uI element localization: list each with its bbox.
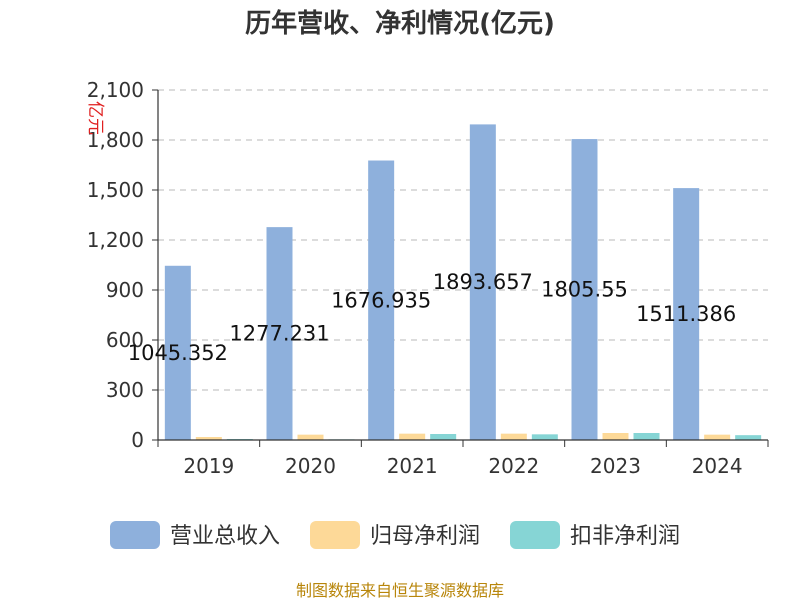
y-tick-label: 900 [106, 278, 144, 302]
data-label-revenue: 1045.352 [128, 341, 228, 365]
x-tick-labels: 2019 2020 2021 2022 2023 2024 [183, 454, 742, 478]
bar-net-profit [704, 434, 731, 440]
data-label-revenue: 1277.231 [229, 322, 329, 346]
x-tick-label: 2022 [488, 454, 539, 478]
x-tick-label: 2019 [183, 454, 234, 478]
y-tick-label: 1,800 [87, 128, 144, 152]
y-axis-label: 亿元 [85, 101, 105, 135]
data-label-revenue: 1805.55 [541, 278, 628, 302]
bar-deducted-net-profit [531, 434, 558, 440]
bar-revenue [469, 124, 496, 440]
bar-deducted-net-profit [633, 433, 660, 440]
y-tick-label: 1,200 [87, 228, 144, 252]
source-note: 制图数据来自恒生聚源数据库 [296, 581, 504, 600]
grid-lines [158, 89, 768, 391]
legend-swatch [510, 521, 560, 549]
chart-title: 历年营收、净利情况(亿元) [245, 8, 555, 39]
data-label-revenue: 1893.657 [433, 270, 533, 294]
y-tick-label: 600 [106, 328, 144, 352]
x-tick-label: 2020 [285, 454, 336, 478]
bar-revenue [164, 265, 191, 440]
bar-deducted-net-profit [430, 434, 457, 440]
x-tick-label: 2021 [387, 454, 438, 478]
y-tick-label: 2,100 [87, 78, 144, 102]
bar-net-profit [602, 433, 629, 440]
bar-net-profit [399, 433, 426, 440]
y-tick-label: 0 [131, 428, 144, 452]
y-tick-labels: 0 300 600 900 1,200 1,500 1,800 2,100 [87, 78, 144, 452]
x-tick-label: 2023 [590, 454, 641, 478]
bars [164, 124, 762, 440]
bar-net-profit [500, 433, 527, 440]
bar-net-profit [195, 437, 222, 440]
bar-net-profit [297, 434, 324, 440]
legend-swatch [110, 521, 160, 549]
legend-label: 归母净利润 [370, 524, 480, 549]
bar-revenue [266, 227, 293, 440]
data-label-revenue: 1511.386 [636, 302, 736, 326]
data-label-revenue: 1676.935 [331, 288, 431, 312]
legend: 营业总收入 归母净利润 扣非净利润 [110, 521, 680, 549]
y-tick-label: 300 [106, 378, 144, 402]
bar-revenue [673, 188, 700, 440]
bar-revenue [571, 139, 598, 440]
legend-label: 营业总收入 [170, 524, 280, 549]
y-tick-label: 1,500 [87, 178, 144, 202]
x-tick-label: 2024 [692, 454, 743, 478]
bar-revenue [368, 160, 395, 440]
axes [152, 89, 769, 447]
bar-deducted-net-profit [735, 435, 762, 440]
legend-label: 扣非净利润 [570, 524, 680, 549]
legend-swatch [310, 521, 360, 549]
